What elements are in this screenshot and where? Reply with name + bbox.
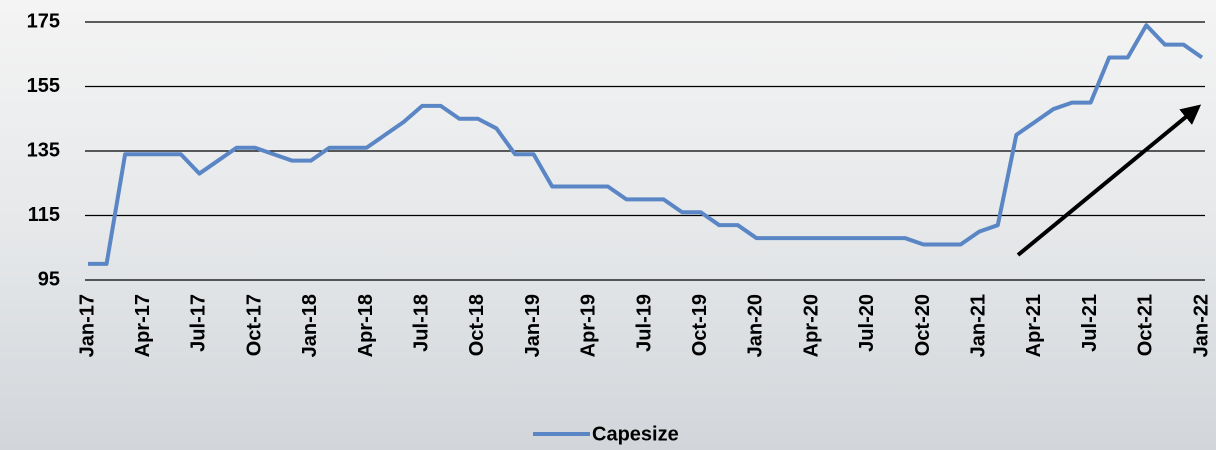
x-tick-label: Jan-17 [76, 294, 98, 357]
x-tick-label: Apr-18 [355, 294, 377, 357]
x-tick-label: Jan-20 [745, 294, 767, 357]
y-tick-label: 95 [38, 268, 60, 290]
x-tick-label: Apr-20 [800, 294, 822, 357]
x-tick-label: Jul-19 [633, 294, 655, 352]
y-tick-label: 135 [27, 139, 60, 161]
legend-label: Capesize [592, 423, 679, 445]
x-tick-label: Oct-18 [466, 294, 488, 356]
x-tick-label: Jan-18 [299, 294, 321, 357]
x-tick-label: Apr-19 [578, 294, 600, 357]
x-tick-label: Oct-19 [689, 294, 711, 356]
x-tick-label: Oct-20 [912, 294, 934, 356]
x-tick-label: Jul-17 [188, 294, 210, 352]
y-tick-label: 155 [27, 75, 60, 97]
x-tick-label: Jul-21 [1079, 294, 1101, 352]
x-tick-label: Jan-19 [522, 294, 544, 357]
background [0, 0, 1216, 450]
x-tick-label: Jul-20 [856, 294, 878, 352]
y-tick-label: 115 [28, 204, 60, 226]
x-tick-label: Jan-22 [1190, 294, 1212, 357]
x-tick-label: Apr-21 [1023, 294, 1045, 357]
x-tick-label: Oct-17 [243, 294, 265, 356]
x-tick-label: Oct-21 [1135, 294, 1157, 356]
x-tick-label: Jan-21 [967, 294, 989, 357]
chart: 95 115 135 155 175 Jan-17 Apr-17 Jul-17 Oct-17 Ja… [0, 0, 1216, 450]
x-tick-label: Jul-18 [410, 294, 432, 352]
x-tick-label: Apr-17 [132, 294, 154, 357]
y-tick-label: 175 [27, 10, 60, 32]
